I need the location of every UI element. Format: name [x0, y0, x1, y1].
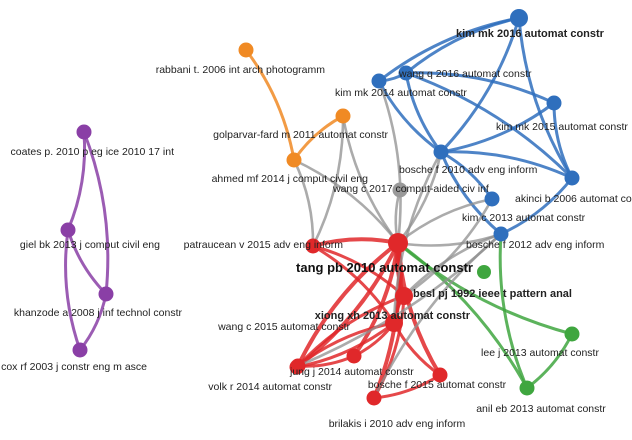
- label-bosche2015: bosche f 2015 automat constr: [368, 379, 507, 391]
- node-tang2010[interactable]: [388, 233, 408, 253]
- edge-ahmed2014-patraucean2015: [292, 158, 315, 248]
- edge-besl1992-jung2014: [296, 294, 406, 368]
- label-anil2013: anil eb 2013 automat constr: [476, 403, 606, 415]
- edge-tang2010-jung2014: [296, 241, 400, 368]
- label-cox2003: cox rf 2003 j constr eng m asce: [1, 361, 147, 373]
- edge-rabbani2006-ahmed2014: [244, 48, 296, 162]
- node-khanzode2008[interactable]: [98, 286, 114, 302]
- label-tang2010: tang pb 2010 automat constr: [296, 260, 473, 275]
- edge-tang2010-bosche2010: [396, 150, 443, 245]
- edge-wang2016-kim2015: [404, 71, 556, 105]
- node-brilakis2010[interactable]: [366, 390, 382, 406]
- label-ahmed2014: ahmed mf 2014 j comput civil eng: [212, 173, 369, 185]
- label-akinci2006: akinci b 2006 automat constr: [515, 193, 632, 205]
- node-green-hub: [477, 265, 491, 279]
- edge-kim2015-bosche2010: [439, 101, 556, 154]
- node-coates2010[interactable]: [76, 124, 92, 140]
- edge-tang2010-golparvar2011: [341, 114, 400, 245]
- label-rabbani2006: rabbani t. 2006 int arch photogramm: [156, 64, 326, 76]
- label-bosche2010: bosche f 2010 adv eng inform: [399, 164, 538, 176]
- label-volk2014: volk r 2014 automat constr: [208, 381, 332, 393]
- label-giel2013: giel bk 2013 j comput civil eng: [20, 239, 160, 251]
- node-kim2016[interactable]: [510, 9, 528, 27]
- label-khanzode2008: khanzode a 2008 j inf technol constr: [14, 307, 183, 319]
- edge-bosche2010-xiong2013: [392, 150, 443, 325]
- label-brilakis2010: brilakis i 2010 adv eng inform: [329, 418, 466, 430]
- label-wangc2017: wang c 2017 comput-aided civ inf: [332, 183, 489, 195]
- label-coates2010: coates p. 2010 p eg ice 2010 17 int: [11, 146, 175, 158]
- label-besl1992: besl pj 1992 ieee t pattern anal: [413, 288, 572, 300]
- node-kimc2013[interactable]: [484, 191, 500, 207]
- edge-bosche2010-bosche2012: [439, 150, 503, 236]
- label-bosche2012: bosche f 2012 adv eng inform: [466, 239, 605, 251]
- node-ahmed2014[interactable]: [286, 152, 302, 168]
- label-patraucean2015: patraucean v 2015 adv eng inform: [184, 239, 344, 251]
- edge-akinci2006-bosche2012: [499, 176, 574, 236]
- edge-kim2016-akinci2006: [517, 16, 574, 180]
- node-anil2013[interactable]: [519, 380, 535, 396]
- node-leej2013[interactable]: [564, 326, 580, 342]
- node-besl1992[interactable]: [395, 287, 413, 305]
- label-golparvar2011: golparvar-fard m 2011 automat constr: [213, 129, 388, 141]
- edge-tang2010-anil2013: [396, 241, 529, 390]
- label-kim2015: kim mk 2015 automat constr: [496, 121, 628, 133]
- labels-layer: kim mk 2016 automat constr wang q 2016 au…: [1, 28, 632, 430]
- edge-giel2013-cox2003: [64, 228, 82, 352]
- edge-tang2010-kim2014: [377, 79, 402, 245]
- edge-khanzode2008-cox2003: [78, 292, 108, 352]
- node-akinci2006[interactable]: [564, 170, 580, 186]
- node-rabbani2006[interactable]: [238, 42, 254, 58]
- edge-xiong2013-volk2014: [295, 321, 396, 369]
- node-cox2003[interactable]: [72, 342, 88, 358]
- label-kim2014: kim mk 2014 automat constr: [335, 87, 467, 99]
- label-wang2016: wang q 2016 automat constr: [398, 68, 532, 80]
- edge-patraucean2015-xiong2013: [311, 244, 396, 325]
- label-leej2013: lee j 2013 automat constr: [481, 347, 599, 359]
- node-patraucean2015[interactable]: [305, 238, 321, 254]
- node-bosche2010[interactable]: [433, 144, 449, 160]
- edge-bosche2012-brilakis2010: [372, 232, 503, 400]
- edge-besl1992-kimc2013: [402, 197, 494, 298]
- node-kim2014[interactable]: [371, 73, 387, 89]
- label-wangc2015: wang c 2015 automat constr: [217, 321, 350, 333]
- nodes-layer: [60, 9, 580, 406]
- node-bosche2012[interactable]: [493, 226, 509, 242]
- edge-kim2016-bosche2010: [439, 16, 521, 154]
- node-xiong2013[interactable]: [385, 314, 403, 332]
- node-volk2014[interactable]: [289, 359, 305, 375]
- edge-kim2015-akinci2006: [552, 101, 574, 180]
- edge-leej2013-anil2013: [525, 332, 574, 390]
- edge-xiong2013-jung2014: [296, 321, 396, 368]
- edge-coates2010-giel2013: [66, 130, 87, 232]
- node-wang2016[interactable]: [398, 65, 414, 81]
- edge-kim2014-bosche2010: [377, 79, 443, 154]
- node-wangc2017[interactable]: [392, 182, 408, 198]
- edge-coates2010-khanzode2008: [82, 130, 110, 296]
- label-jung2014: jung j 2014 automat constr: [289, 366, 414, 378]
- node-wangc2015[interactable]: [346, 348, 362, 364]
- edge-bosche2012-anil2013: [498, 232, 529, 390]
- edge-wang2016-akinci2006: [404, 71, 574, 180]
- node-giel2013[interactable]: [60, 222, 76, 238]
- edge-kim2016-kim2014: [377, 16, 521, 83]
- node-bosche2015[interactable]: [432, 367, 448, 383]
- edge-golparvar2011-patraucean2015: [311, 114, 345, 248]
- edge-bosche2010-akinci2006: [439, 150, 574, 180]
- label-kimc2013: kim c 2013 automat constr: [462, 212, 586, 224]
- edge-wang2016-bosche2010: [404, 71, 443, 154]
- node-kim2015[interactable]: [546, 95, 562, 111]
- node-golparvar2011[interactable]: [335, 108, 351, 124]
- label-xiong2013: xiong xh 2013 automat constr: [315, 310, 471, 322]
- label-kim2016: kim mk 2016 automat constr: [456, 28, 605, 40]
